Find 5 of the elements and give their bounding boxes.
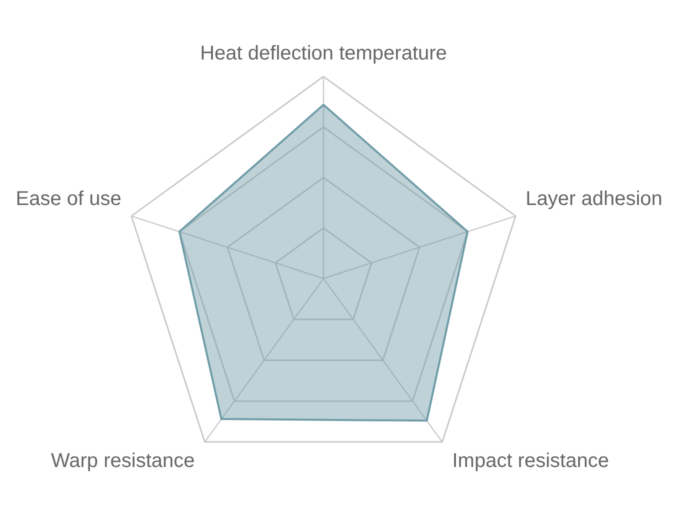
spoke-label: Heat deflection temperature	[200, 42, 447, 64]
spoke-label: Warp resistance	[51, 450, 195, 472]
spoke-label: Layer adhesion	[526, 188, 662, 210]
spoke-label: Impact resistance	[452, 450, 609, 472]
spoke-label: Ease of use	[16, 188, 122, 210]
